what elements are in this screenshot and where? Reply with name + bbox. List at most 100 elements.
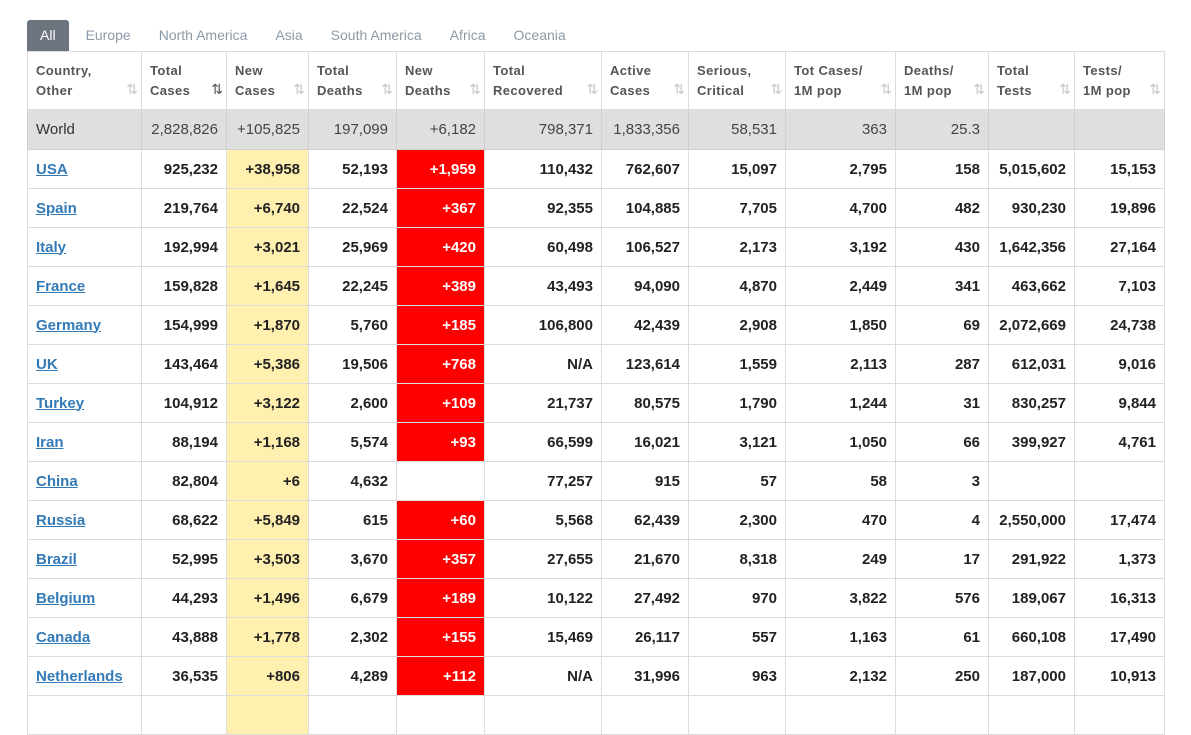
sort-icon[interactable]: ⇅ [293, 81, 305, 97]
country-link[interactable]: USA [36, 160, 68, 178]
header-label: Total Tests [997, 61, 1068, 101]
table-row: Brazil 52,995 +3,503 3,670 +357 27,655 21,670 8… [27, 539, 1165, 579]
cell-new-cases: +3,122 [226, 383, 309, 423]
cell-deaths-per-1m: 69 [895, 305, 989, 345]
sort-icon[interactable]: ⇅ [770, 81, 782, 97]
header-label-line: Total [150, 62, 183, 78]
sort-icon[interactable]: ⇅ [586, 81, 598, 97]
country-link[interactable]: Canada [36, 628, 91, 646]
tab-south-america[interactable]: South America [330, 27, 422, 43]
cell-active-cases: 123,614 [601, 344, 689, 384]
cell-country-other: Germany [27, 305, 142, 345]
cell-tot-cases-per-1m: 2,132 [785, 656, 896, 696]
sort-icon[interactable]: ⇅ [381, 81, 393, 97]
header-tests-per-1m[interactable]: Tests/1M pop ⇅ [1074, 51, 1165, 110]
cell-new-deaths: +189 [396, 578, 485, 618]
cell-new-cases [226, 695, 309, 735]
header-label-line: Cases [235, 82, 276, 98]
header-label-line: Other [36, 82, 73, 98]
cell-active-cases [601, 695, 689, 735]
header-label: Deaths/1M pop [904, 61, 982, 101]
header-label-line: Recovered [493, 82, 564, 98]
tab-europe[interactable]: Europe [85, 27, 131, 43]
cell-total-tests: 612,031 [988, 344, 1075, 384]
header-total-tests[interactable]: Total Tests ⇅ [988, 51, 1075, 110]
header-label-line: Total [493, 62, 526, 78]
country-link[interactable]: Italy [36, 238, 67, 256]
cell-active-cases: 21,670 [601, 539, 689, 579]
country-link[interactable]: Spain [36, 199, 77, 217]
cell-new-deaths: +185 [396, 305, 485, 345]
cell-country-other: World [27, 109, 142, 150]
header-new-deaths[interactable]: New Deaths ⇅ [396, 51, 485, 110]
country-link[interactable]: Russia [36, 511, 86, 529]
header-deaths-per-1m[interactable]: Deaths/1M pop ⇅ [895, 51, 989, 110]
cell-new-deaths: +155 [396, 617, 485, 657]
cell-serious-critical: 7,705 [688, 188, 786, 228]
tab-africa[interactable]: Africa [449, 27, 486, 43]
cell-total-cases: 36,535 [141, 656, 227, 696]
cell-tests-per-1m: 24,738 [1074, 305, 1165, 345]
cell-tot-cases-per-1m: 1,850 [785, 305, 896, 345]
table-row: Germany 154,999 +1,870 5,760 +185 106,800 42,4… [27, 305, 1165, 345]
country-link[interactable]: Netherlands [36, 667, 123, 685]
cell-serious-critical: 557 [688, 617, 786, 657]
cell-new-deaths: +6,182 [396, 109, 485, 150]
sort-icon[interactable]: ⇅ [673, 81, 685, 97]
sort-icon[interactable]: ⇅ [1149, 81, 1161, 97]
cell-total-deaths: 19,506 [308, 344, 397, 384]
cell-total-cases: 104,912 [141, 383, 227, 423]
cell-total-recovered: N/A [484, 344, 602, 384]
tab-oceania[interactable]: Oceania [513, 27, 566, 43]
header-total-recovered[interactable]: Total Recovered ⇅ [484, 51, 602, 110]
country-link[interactable]: Turkey [36, 394, 85, 412]
country-link[interactable]: China [36, 472, 78, 490]
sort-icon[interactable]: ⇅ [880, 81, 892, 97]
header-new-cases[interactable]: New Cases ⇅ [226, 51, 309, 110]
header-tot-cases-per-1m[interactable]: Tot Cases/1M pop ⇅ [785, 51, 896, 110]
tab-all[interactable]: All [27, 20, 69, 51]
header-total-deaths[interactable]: Total Deaths ⇅ [308, 51, 397, 110]
cell-total-tests: 187,000 [988, 656, 1075, 696]
header-label: Serious, Critical [697, 61, 779, 101]
table-row: Italy 192,994 +3,021 25,969 +420 60,498 106,52… [27, 227, 1165, 267]
header-serious-critical[interactable]: Serious, Critical ⇅ [688, 51, 786, 110]
cell-tests-per-1m: 4,761 [1074, 422, 1165, 462]
country-link[interactable]: Belgium [36, 589, 96, 607]
header-country-other[interactable]: Country, Other ⇅ [27, 51, 142, 110]
cell-total-deaths: 25,969 [308, 227, 397, 267]
header-active-cases[interactable]: Active Cases ⇅ [601, 51, 689, 110]
sort-icon[interactable]: ⇅ [469, 81, 481, 97]
cell-new-deaths: +1,959 [396, 149, 485, 189]
country-link[interactable]: Brazil [36, 550, 77, 568]
country-link[interactable]: Germany [36, 316, 102, 334]
cell-deaths-per-1m: 158 [895, 149, 989, 189]
cell-active-cases: 27,492 [601, 578, 689, 618]
tab-asia[interactable]: Asia [275, 27, 303, 43]
tab-north-america[interactable]: North America [158, 27, 248, 43]
cell-total-deaths: 2,302 [308, 617, 397, 657]
sort-icon[interactable]: ⇅ [211, 81, 223, 97]
table-row: UK 143,464 +5,386 19,506 +768 N/A 123,614 1,559… [27, 344, 1165, 384]
cell-tot-cases-per-1m: 363 [785, 109, 896, 150]
cell-tot-cases-per-1m: 4,700 [785, 188, 896, 228]
country-link[interactable]: UK [36, 355, 58, 373]
header-label: Total Recovered [493, 61, 595, 101]
cell-tests-per-1m: 17,474 [1074, 500, 1165, 540]
cell-deaths-per-1m: 3 [895, 461, 989, 501]
table-row: Iran 88,194 +1,168 5,574 +93 66,599 16,021 3,12… [27, 422, 1165, 462]
cell-country-other: China [27, 461, 142, 501]
cell-total-cases: 159,828 [141, 266, 227, 306]
sort-icon[interactable]: ⇅ [973, 81, 985, 97]
cell-serious-critical: 1,790 [688, 383, 786, 423]
cell-country-other: Turkey [27, 383, 142, 423]
country-link[interactable]: Iran [36, 433, 64, 451]
cell-total-recovered: 21,737 [484, 383, 602, 423]
cell-tot-cases-per-1m: 3,192 [785, 227, 896, 267]
header-total-cases[interactable]: Total Cases ⇅ [141, 51, 227, 110]
sort-icon[interactable]: ⇅ [1059, 81, 1071, 97]
cell-active-cases: 915 [601, 461, 689, 501]
cell-total-deaths [308, 695, 397, 735]
country-link[interactable]: France [36, 277, 86, 295]
sort-icon[interactable]: ⇅ [126, 81, 138, 97]
